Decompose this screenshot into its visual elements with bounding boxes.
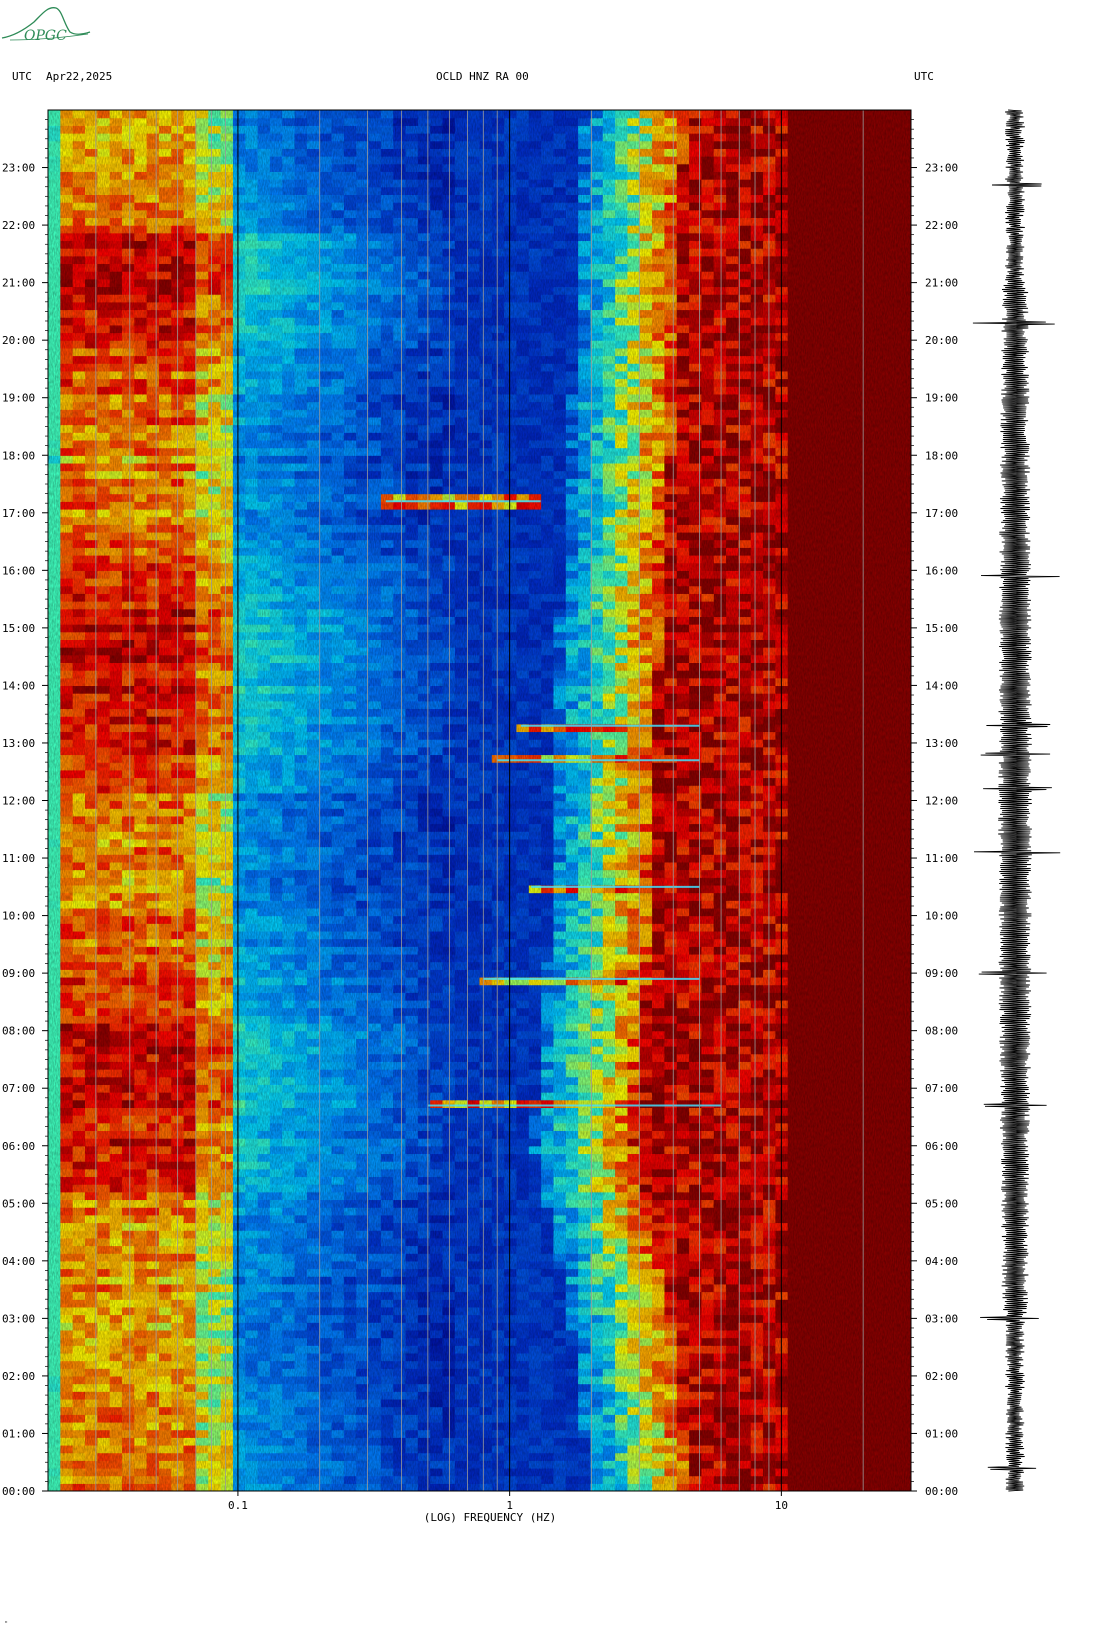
y-tick-label-left: 00:00 — [2, 1485, 35, 1498]
y-tick-label-right: 13:00 — [925, 737, 958, 750]
y-tick-label-left: 14:00 — [2, 679, 35, 692]
y-tick-label-right: 22:00 — [925, 219, 958, 232]
y-tick-label-right: 14:00 — [925, 679, 958, 692]
y-tick-label-right: 08:00 — [925, 1025, 958, 1038]
y-tick-label-left: 19:00 — [2, 392, 35, 405]
timezone-label-left: UTC — [12, 70, 32, 83]
y-tick-label-right: 01:00 — [925, 1427, 958, 1440]
y-tick-label-left: 21:00 — [2, 277, 35, 290]
y-tick-label-right: 00:00 — [925, 1485, 958, 1498]
y-tick-label-right: 06:00 — [925, 1140, 958, 1153]
y-tick-label-right: 21:00 — [925, 277, 958, 290]
y-tick-label-left: 02:00 — [2, 1370, 35, 1383]
y-tick-label-left: 05:00 — [2, 1197, 35, 1210]
seismogram-path — [972, 109, 1061, 1492]
y-tick-label-right: 04:00 — [925, 1255, 958, 1268]
y-tick-label-left: 01:00 — [2, 1427, 35, 1440]
y-tick-label-left: 22:00 — [2, 219, 35, 232]
y-tick-label-left: 10:00 — [2, 910, 35, 923]
y-tick-label-left: 08:00 — [2, 1025, 35, 1038]
y-tick-label-left: 09:00 — [2, 967, 35, 980]
footnote-mark: " — [4, 1620, 9, 1628]
y-tick-label-right: 23:00 — [925, 162, 958, 175]
y-tick-label-left: 15:00 — [2, 622, 35, 635]
x-tick-label: 0.1 — [228, 1499, 248, 1512]
y-tick-label-right: 11:00 — [925, 852, 958, 865]
y-tick-label-right: 05:00 — [925, 1197, 958, 1210]
y-tick-label-right: 20:00 — [925, 334, 958, 347]
y-tick-label-right: 18:00 — [925, 449, 958, 462]
y-tick-label-right: 10:00 — [925, 910, 958, 923]
y-tick-label-right: 16:00 — [925, 564, 958, 577]
y-tick-label-left: 16:00 — [2, 564, 35, 577]
seismogram-trace — [972, 109, 1061, 1492]
y-tick-label-left: 20:00 — [2, 334, 35, 347]
y-tick-label-right: 15:00 — [925, 622, 958, 635]
y-tick-label-left: 03:00 — [2, 1312, 35, 1325]
axes: 00:00 00:00 01:00 01:00 02:00 02:00 03:00 03:00… — [2, 119, 958, 1512]
y-tick-label-left: 18:00 — [2, 449, 35, 462]
y-tick-label-left: 17:00 — [2, 507, 35, 520]
x-tick-label: 1 — [506, 1499, 513, 1512]
y-tick-label-left: 23:00 — [2, 162, 35, 175]
y-tick-label-left: 12:00 — [2, 795, 35, 808]
y-tick-label-right: 17:00 — [925, 507, 958, 520]
frequency-grid — [95, 110, 864, 1491]
opgc-logo: OPGC — [0, 0, 92, 50]
y-tick-label-left: 04:00 — [2, 1255, 35, 1268]
y-tick-label-right: 09:00 — [925, 967, 958, 980]
y-tick-label-left: 13:00 — [2, 737, 35, 750]
y-tick-label-left: 11:00 — [2, 852, 35, 865]
x-tick-label: 10 — [775, 1499, 788, 1512]
y-tick-label-right: 02:00 — [925, 1370, 958, 1383]
station-label: OCLD HNZ RA 00 — [436, 70, 529, 83]
y-tick-label-right: 19:00 — [925, 392, 958, 405]
timezone-label-right: UTC — [914, 70, 934, 83]
mountain-logo-icon: OPGC — [1, 7, 91, 44]
logo-text: OPGC — [24, 28, 67, 44]
y-tick-label-right: 03:00 — [925, 1312, 958, 1325]
x-axis-title: (LOG) FREQUENCY (HZ) — [424, 1511, 556, 1524]
date-label: Apr22,2025 — [46, 70, 113, 83]
y-tick-label-right: 07:00 — [925, 1082, 958, 1095]
y-tick-label-left: 06:00 — [2, 1140, 35, 1153]
y-tick-label-left: 07:00 — [2, 1082, 35, 1095]
y-tick-label-right: 12:00 — [925, 795, 958, 808]
